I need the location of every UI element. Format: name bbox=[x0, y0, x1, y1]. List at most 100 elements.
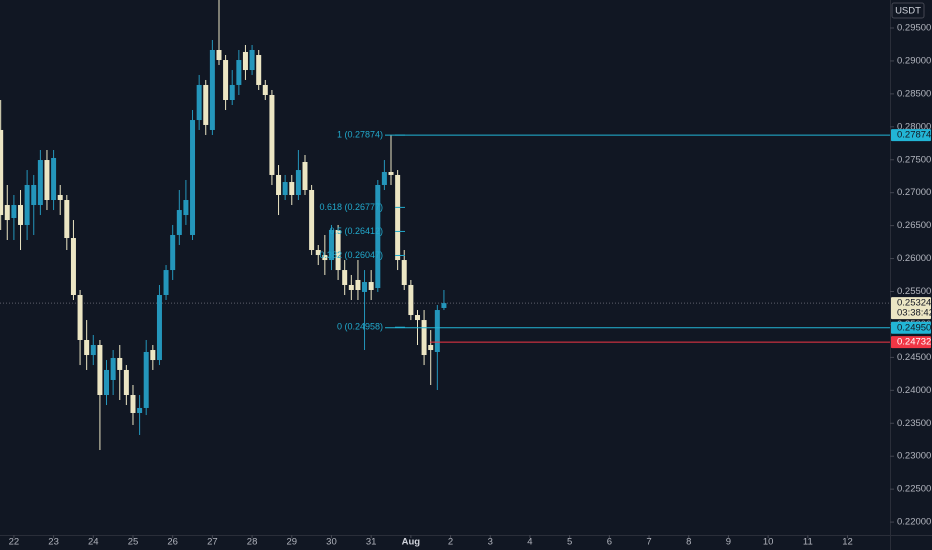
x-tick-label: 4 bbox=[527, 537, 532, 548]
candle-body bbox=[309, 189, 315, 251]
candle-body bbox=[262, 84, 268, 95]
candle-body bbox=[282, 182, 288, 196]
candle-body bbox=[388, 172, 394, 175]
candle-body bbox=[342, 270, 348, 285]
x-tick-label: 8 bbox=[686, 537, 691, 548]
currency-box[interactable] bbox=[891, 2, 925, 19]
candle-body bbox=[295, 170, 301, 196]
price-line-box bbox=[891, 129, 931, 142]
currency: USDT bbox=[895, 6, 921, 17]
candle-body bbox=[24, 184, 30, 225]
candle-body bbox=[381, 172, 387, 185]
fib-label: 1 (0.27874) bbox=[337, 129, 383, 139]
candle-body bbox=[322, 255, 328, 261]
y-tick-label: 0.23000 bbox=[897, 451, 931, 462]
x-tick-label: 31 bbox=[366, 537, 377, 548]
candle-body bbox=[229, 84, 235, 101]
candle-body bbox=[90, 345, 96, 356]
y-tick-label: 0.29000 bbox=[897, 55, 931, 66]
candle-body bbox=[236, 60, 242, 85]
candle-body bbox=[183, 200, 189, 216]
candle-body bbox=[84, 339, 90, 356]
candle-body bbox=[123, 369, 129, 396]
y-tick-label: 0.25500 bbox=[897, 286, 931, 297]
candle-body bbox=[57, 195, 63, 201]
x-tick-label: 22 bbox=[9, 537, 20, 548]
candle-body bbox=[150, 350, 156, 361]
y-tick-label: 0.29500 bbox=[897, 23, 931, 34]
candle-body bbox=[97, 345, 103, 396]
candle-body bbox=[414, 315, 420, 321]
price-line-label: 0.24732 bbox=[897, 337, 931, 348]
y-tick-label: 0.28500 bbox=[897, 88, 931, 99]
candle-body bbox=[137, 407, 143, 413]
candle-body bbox=[196, 84, 202, 121]
x-tick-label: 26 bbox=[167, 537, 178, 548]
candle-body bbox=[110, 357, 116, 380]
candle-body bbox=[51, 157, 57, 201]
x-tick-label: 29 bbox=[286, 537, 297, 548]
candle-body bbox=[421, 320, 427, 356]
candle-body bbox=[130, 395, 136, 413]
fib-label: 0 (0.24958) bbox=[337, 322, 383, 332]
candle-body bbox=[4, 205, 10, 221]
candle-body bbox=[143, 351, 149, 408]
last-price-label: 0.25324 bbox=[897, 298, 931, 309]
fib-label: 0.382 (0.26047) bbox=[319, 250, 383, 260]
candle-body bbox=[249, 50, 255, 71]
candle-body bbox=[223, 60, 229, 101]
candle-body bbox=[395, 174, 401, 261]
candle-body bbox=[428, 345, 434, 351]
x-tick-label: 2 bbox=[448, 537, 453, 548]
x-tick-label: Aug bbox=[402, 537, 421, 548]
candle-body bbox=[11, 205, 17, 218]
candle-body bbox=[190, 120, 196, 235]
price-line-box bbox=[891, 336, 931, 349]
x-tick-label: 7 bbox=[646, 537, 651, 548]
y-tick-label: 0.27500 bbox=[897, 154, 931, 165]
candle-body bbox=[37, 160, 43, 206]
candle-body bbox=[170, 234, 176, 271]
countdown: 03:38:42 bbox=[897, 308, 932, 319]
x-tick-label: 5 bbox=[567, 537, 572, 548]
candle-body bbox=[104, 369, 110, 396]
candle-body bbox=[315, 250, 321, 256]
y-tick-label: 0.22500 bbox=[897, 484, 931, 495]
price-line-box bbox=[891, 321, 931, 334]
fib-label: 0.5 (0.26412) bbox=[329, 226, 383, 236]
y-tick-label: 0.26000 bbox=[897, 253, 931, 264]
fib-label: 0.618 (0.26777) bbox=[319, 202, 383, 212]
x-tick-label: 11 bbox=[803, 537, 813, 548]
x-tick-label: 28 bbox=[247, 537, 258, 548]
candle-body bbox=[408, 284, 414, 316]
candle-body bbox=[302, 161, 308, 190]
candle-body bbox=[64, 200, 70, 239]
candle-body bbox=[269, 94, 275, 175]
candle-body bbox=[375, 184, 381, 289]
x-tick-label: 9 bbox=[726, 537, 731, 548]
x-tick-label: 25 bbox=[128, 537, 139, 548]
candle-body bbox=[362, 282, 368, 292]
x-tick-label: 24 bbox=[88, 537, 99, 548]
candle-body bbox=[441, 303, 447, 308]
candle-body bbox=[289, 182, 295, 196]
candle-body bbox=[335, 229, 341, 271]
candle-body bbox=[348, 284, 354, 290]
y-tick-label: 0.27000 bbox=[897, 187, 931, 198]
x-tick-label: 23 bbox=[48, 537, 59, 548]
y-tick-label: 0.28000 bbox=[897, 121, 931, 132]
y-tick-label: 0.22000 bbox=[897, 517, 931, 528]
candle-body bbox=[31, 184, 37, 206]
y-tick-label: 0.26500 bbox=[897, 220, 931, 231]
candle-body bbox=[434, 310, 440, 352]
price-line-label: 0.24950 bbox=[897, 322, 931, 333]
x-tick-label: 27 bbox=[207, 537, 218, 548]
candle-body bbox=[176, 210, 182, 235]
candle-body bbox=[209, 50, 215, 130]
candle-body bbox=[368, 282, 374, 290]
x-tick-label: 30 bbox=[326, 537, 337, 548]
candle-body bbox=[156, 295, 162, 361]
x-tick-label: 6 bbox=[607, 537, 612, 548]
